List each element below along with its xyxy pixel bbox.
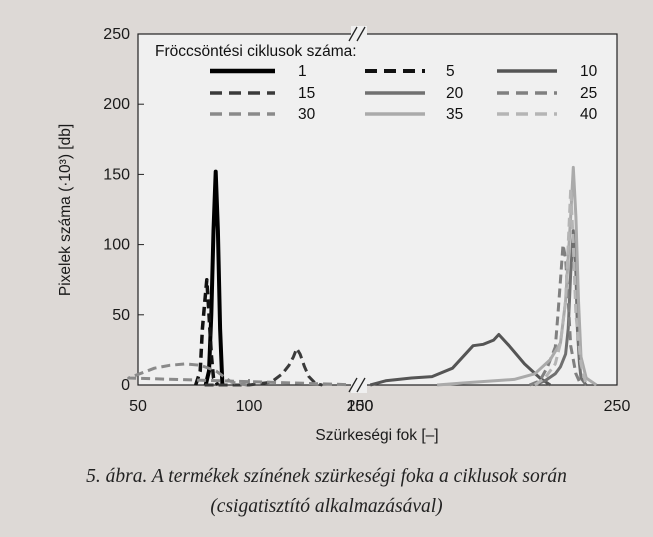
y-axis-label: Pixelek száma (·10³) [db] — [57, 124, 74, 296]
legend-label-30: 30 — [298, 106, 316, 123]
figure-caption-line1: 5. ábra. A termékek színének szürkeségi … — [86, 466, 567, 487]
legend-label-20: 20 — [446, 85, 464, 102]
y-tick-label: 200 — [103, 96, 130, 113]
axis-break — [348, 26, 367, 393]
series-line-25 — [529, 243, 583, 387]
legend-label-40: 40 — [580, 106, 598, 123]
legend-label-1: 1 — [298, 63, 307, 80]
legend-label-35: 35 — [446, 106, 463, 123]
x-tick-label: 150 — [347, 398, 374, 415]
legend-label-10: 10 — [580, 63, 598, 80]
axis-break-slash — [356, 377, 366, 393]
series-line-10 — [369, 333, 552, 387]
x-tick-label: 50 — [129, 398, 147, 415]
y-tick-label: 50 — [112, 307, 130, 324]
figure-caption-line2: (csigatisztító alkalmazásával) — [210, 496, 443, 517]
axis-break-slash — [348, 377, 358, 393]
y-tick-label: 100 — [103, 237, 130, 254]
legend-label-15: 15 — [298, 85, 315, 102]
x-tick-label: 250 — [604, 398, 631, 415]
legend-label-5: 5 — [446, 63, 455, 80]
x-axis-label: Szürkeségi fok [–] — [315, 427, 438, 444]
axis-break-slash — [356, 26, 366, 42]
axis-break-slash — [348, 26, 358, 42]
y-tick-label: 0 — [121, 377, 130, 394]
y-tick-label: 250 — [103, 26, 130, 43]
legend-label-25: 25 — [580, 85, 597, 102]
legend-title: Fröccsöntési ciklusok száma: — [155, 43, 357, 60]
series-line-5 — [194, 277, 220, 386]
series-line-1 — [203, 169, 225, 386]
x-tick-label: 100 — [236, 398, 263, 415]
series-lines — [127, 165, 598, 387]
y-tick-label: 150 — [103, 166, 130, 183]
x-tick-label: 200 — [347, 398, 374, 415]
series-line-30 — [127, 362, 361, 387]
